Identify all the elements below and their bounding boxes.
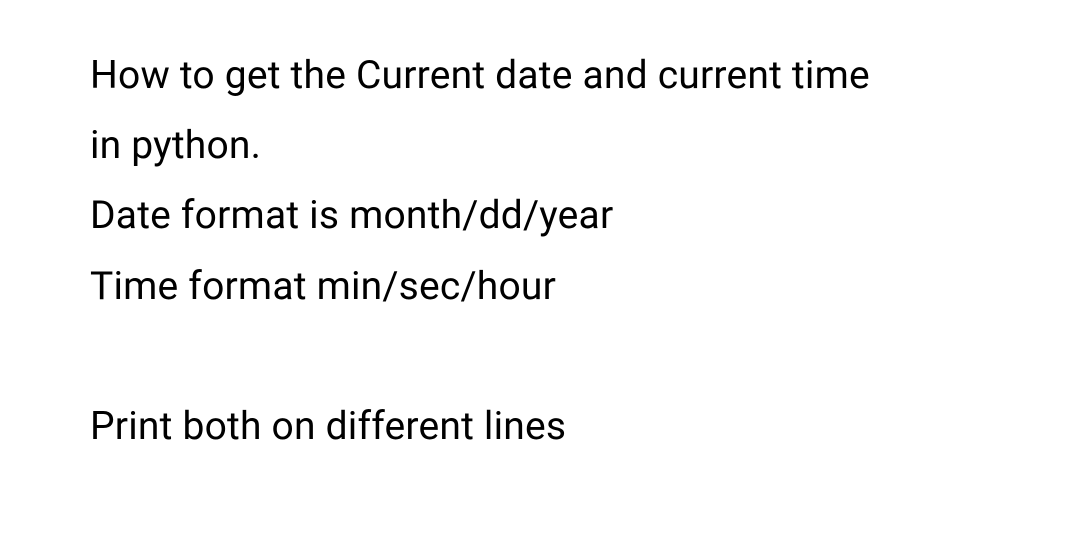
text-line: in python. <box>90 110 990 180</box>
text-line: Time format min/sec/hour <box>90 251 990 321</box>
blank-line <box>90 321 990 391</box>
text-line: Print both on different lines <box>90 391 990 461</box>
text-line: Date format is month/dd/year <box>90 180 990 250</box>
question-text-block: How to get the Current date and current … <box>90 40 990 461</box>
text-line: How to get the Current date and current … <box>90 40 990 110</box>
